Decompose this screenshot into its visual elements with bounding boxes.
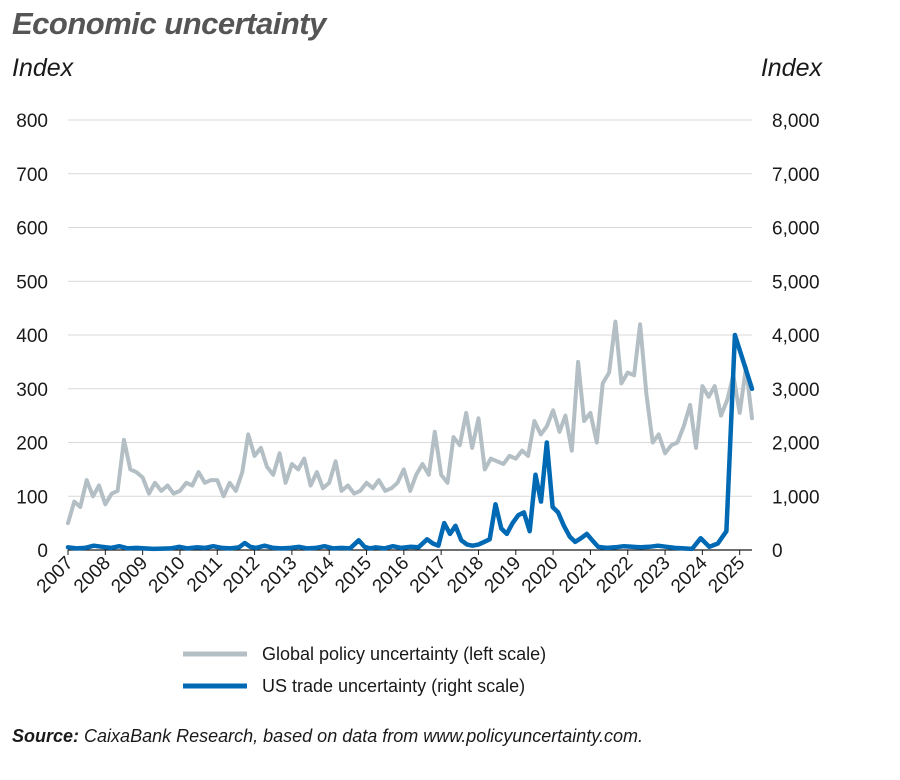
x-tick-label: 2019 <box>481 553 526 598</box>
source-label: Source: <box>12 726 80 746</box>
x-tick-label: 2015 <box>331 553 376 598</box>
x-tick-label: 2017 <box>406 553 451 598</box>
left-tick-label: 100 <box>16 487 48 508</box>
legend-label: Global policy uncertainty (left scale) <box>262 644 546 664</box>
x-tick-label: 2016 <box>369 553 414 598</box>
us-trade-uncertainty-line <box>65 332 755 552</box>
x-tick-label: 2010 <box>145 553 190 598</box>
x-tick-label: 2013 <box>257 553 302 598</box>
x-tick-label: 2009 <box>107 553 152 598</box>
x-tick-label: 2021 <box>555 553 600 598</box>
left-tick-label: 0 <box>37 541 48 562</box>
x-tick-label: 2008 <box>70 553 115 598</box>
legend-label: US trade uncertainty (right scale) <box>262 676 525 696</box>
chart-canvas: 0 100 200 300 400 500 600 700 800 0 1,000 2,000 3,00… <box>16 111 820 696</box>
right-axis-unit: Index <box>760 54 822 82</box>
right-tick-label: 4,000 <box>772 326 820 347</box>
left-tick-label: 300 <box>16 380 48 401</box>
x-tick-label: 2014 <box>294 552 339 597</box>
x-tick-label: 2020 <box>518 553 563 598</box>
left-axis-unit: Index <box>12 54 74 82</box>
x-tick-label: 2025 <box>704 553 749 598</box>
global-policy-uncertainty-line <box>66 319 754 526</box>
left-tick-label: 700 <box>16 165 48 186</box>
source-note: Source: CaixaBank Research, based on dat… <box>12 726 643 747</box>
right-tick-label: 1,000 <box>772 487 820 508</box>
x-tick-label: 2012 <box>219 553 264 598</box>
x-tick-label: 2024 <box>667 552 712 597</box>
chart-title: Economic uncertainty <box>12 6 326 41</box>
right-tick-label: 3,000 <box>772 380 820 401</box>
left-tick-label: 400 <box>16 326 48 347</box>
right-tick-label: 2,000 <box>772 434 820 455</box>
left-tick-label: 600 <box>16 219 48 240</box>
left-tick-label: 500 <box>16 272 48 293</box>
right-tick-label: 5,000 <box>772 272 820 293</box>
x-tick-label: 2022 <box>593 553 638 598</box>
x-tick-label: 2023 <box>630 553 675 598</box>
right-tick-label: 6,000 <box>772 219 820 240</box>
left-tick-label: 800 <box>16 111 48 132</box>
right-tick-label: 8,000 <box>772 111 820 132</box>
left-tick-label: 200 <box>16 434 48 455</box>
right-tick-label: 7,000 <box>772 165 820 186</box>
x-tick-label: 2018 <box>443 553 488 598</box>
source-text: CaixaBank Research, based on data from w… <box>84 726 643 746</box>
x-tick-label: 2011 <box>183 553 227 597</box>
right-tick-label: 0 <box>772 541 783 562</box>
